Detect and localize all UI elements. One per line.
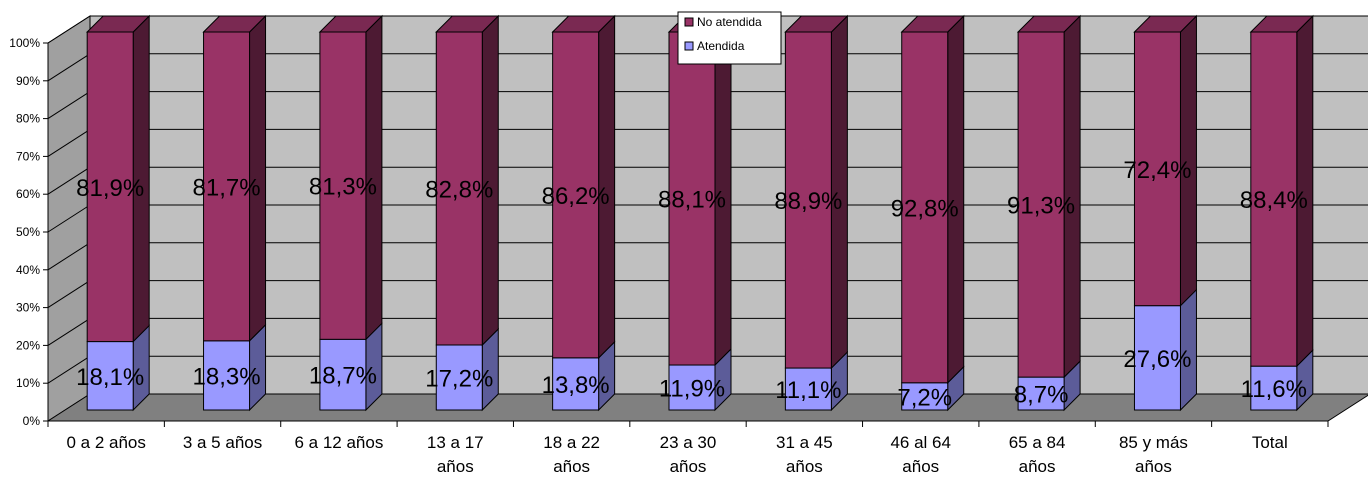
data-label-atendida: 18,1% <box>76 364 144 391</box>
legend: No atendida Atendida <box>677 11 782 65</box>
bar-no-atendida <box>435 31 483 346</box>
bar-no-atendida <box>1133 31 1181 307</box>
data-label-atendida: 17,2% <box>425 365 493 392</box>
x-category-label: 23 a 30 <box>660 433 717 452</box>
x-category-label: 6 a 12 años <box>294 433 383 452</box>
bar-no-atendida <box>1017 31 1065 378</box>
data-label-no-atendida: 91,3% <box>1007 193 1075 220</box>
legend-label: Atendida <box>697 39 745 53</box>
y-tick-label: 90% <box>16 74 40 88</box>
x-category-label: 13 a 17 <box>427 433 484 452</box>
data-label-no-atendida: 92,8% <box>891 195 959 222</box>
gridline-side <box>47 317 91 346</box>
bar-atendida <box>552 357 600 411</box>
bar-top <box>1133 15 1198 33</box>
data-label-no-atendida: 88,1% <box>658 187 726 214</box>
data-label-atendida: 18,3% <box>193 363 261 390</box>
data-label-atendida: 11,6% <box>1241 376 1307 403</box>
x-category-label: 18 a 22 <box>543 433 600 452</box>
bar-top <box>85 15 151 33</box>
gridline-side <box>47 128 91 157</box>
x-category-label: años <box>1019 457 1056 476</box>
x-category-label: años <box>902 457 939 476</box>
bar-top <box>900 15 965 33</box>
gridline-side <box>47 355 91 384</box>
bar-no-atendida <box>86 31 134 343</box>
bar-no-atendida <box>1250 31 1298 367</box>
y-tick-label: 20% <box>16 338 40 352</box>
y-tick-label: 0% <box>23 414 41 428</box>
bar-atendida <box>86 341 134 411</box>
x-category-label: 0 a 2 años <box>66 433 145 452</box>
data-label-atendida: 11,1% <box>775 377 841 404</box>
data-label-atendida: 18,7% <box>309 363 377 390</box>
y-tick-label: 50% <box>16 225 40 239</box>
bar-no-atendida <box>203 31 251 342</box>
y-tick-label: 100% <box>9 36 40 50</box>
gridline-side <box>47 204 91 233</box>
bar-no-atendida <box>784 31 832 369</box>
data-label-atendida: 7,2% <box>897 384 952 411</box>
bar-top <box>1249 15 1315 33</box>
x-category-label: años <box>1135 457 1172 476</box>
gridline-side <box>47 53 91 82</box>
x-category-label: años <box>437 457 474 476</box>
x-category-label: años <box>553 457 590 476</box>
x-category-label: años <box>786 457 823 476</box>
bar-top <box>202 15 267 33</box>
gridline-side <box>47 91 91 120</box>
bar-atendida <box>203 340 251 411</box>
y-tick-label: 40% <box>16 263 40 277</box>
y-tick-label: 70% <box>16 149 40 163</box>
y-tick-label: 80% <box>16 112 40 126</box>
bar-atendida <box>901 382 949 411</box>
bar-no-atendida <box>668 31 716 366</box>
data-label-atendida: 13,8% <box>542 372 610 399</box>
gridline-side <box>47 15 91 44</box>
bar-atendida <box>1133 305 1181 411</box>
legend-swatch <box>684 41 694 51</box>
x-category-label: años <box>670 457 707 476</box>
bar-atendida <box>319 338 367 411</box>
x-category-label: 65 a 84 <box>1009 433 1066 452</box>
data-label-atendida: 8,7% <box>1014 382 1069 409</box>
data-label-no-atendida: 88,9% <box>774 188 842 215</box>
data-label-no-atendida: 86,2% <box>542 183 610 210</box>
x-category-label: 46 al 64 <box>890 433 951 452</box>
y-tick-label: 10% <box>16 376 40 390</box>
data-label-atendida: 11,9% <box>659 376 725 403</box>
data-label-no-atendida: 81,9% <box>76 175 144 202</box>
x-category-label: 31 a 45 <box>776 433 833 452</box>
legend-label: No atendida <box>697 15 762 29</box>
data-label-atendida: 27,6% <box>1123 346 1191 373</box>
bar-top <box>551 15 616 33</box>
x-category-label: 85 y más <box>1119 433 1188 452</box>
bar-no-atendida <box>319 31 367 340</box>
bar-atendida <box>1250 365 1298 411</box>
data-label-no-atendida: 72,4% <box>1123 157 1191 184</box>
bar-atendida <box>784 367 832 411</box>
bar-atendida <box>1017 376 1065 411</box>
bar-top <box>1016 15 1082 33</box>
data-label-no-atendida: 81,7% <box>193 174 261 201</box>
gridline-side <box>47 280 91 309</box>
y-tick-label: 30% <box>16 301 40 315</box>
bar-top <box>784 15 849 33</box>
data-label-no-atendida: 81,3% <box>309 174 377 201</box>
bar-top <box>435 15 500 33</box>
y-tick-label: 60% <box>16 187 40 201</box>
data-label-no-atendida: 88,4% <box>1240 187 1308 214</box>
bar-no-atendida <box>901 31 949 384</box>
x-category-label: Total <box>1252 433 1288 452</box>
gridline-side <box>47 242 91 271</box>
x-category-label: 3 a 5 años <box>183 433 262 452</box>
legend-swatch <box>684 17 694 27</box>
gridline-side <box>47 166 91 195</box>
legend-box <box>677 11 782 65</box>
bar-top <box>318 15 384 33</box>
data-label-no-atendida: 82,8% <box>425 176 493 203</box>
